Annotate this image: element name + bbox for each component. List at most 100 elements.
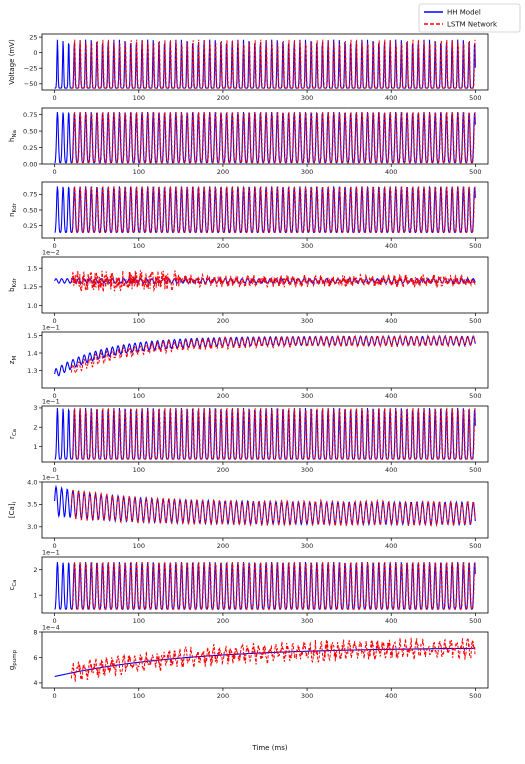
y-tick-label: 4 xyxy=(33,679,37,687)
y-tick-label: 1.5 xyxy=(27,265,37,273)
x-axis-label: Time (ms) xyxy=(251,744,288,752)
x-tick-label: 200 xyxy=(217,168,229,176)
plot-area xyxy=(54,186,476,234)
y-tick-label: 0.75 xyxy=(23,111,37,119)
x-tick-label: 300 xyxy=(301,94,313,102)
y-tick-label: 2 xyxy=(33,566,37,574)
series-lstm-network xyxy=(71,111,476,164)
legend-label-lstm: LSTM Network xyxy=(447,21,498,29)
panel-9: 8 6 4 0 100 200 300 400 500 1e−4 gpump xyxy=(8,624,489,700)
legend-label-hh: HH Model xyxy=(447,9,481,17)
x-tick-label: 500 xyxy=(469,692,481,700)
x-tick-label: 300 xyxy=(301,542,313,550)
x-tick-label: 0 xyxy=(53,466,57,474)
x-tick-label: 0 xyxy=(53,242,57,250)
x-tick-label: 300 xyxy=(301,317,313,325)
plot-area xyxy=(54,269,476,293)
panel-5: 1.5 1.4 1.3 0 100 200 300 400 500 1e−1 zM xyxy=(8,324,489,400)
x-tick-label: 400 xyxy=(385,392,397,400)
x-tick-label: 100 xyxy=(133,168,145,176)
x-tick-label: 200 xyxy=(217,242,229,250)
x-tick-label: 400 xyxy=(385,317,397,325)
panel-3: 0.75 0.50 0.25 0 100 200 300 400 500 nKdr xyxy=(8,181,489,250)
y-tick-label: 1.5 xyxy=(27,332,37,340)
series-lstm-network xyxy=(71,489,476,528)
x-tick-label: 400 xyxy=(385,168,397,176)
x-tick-label: 300 xyxy=(301,692,313,700)
panel-6: 3 2 1 0 100 200 300 400 500 1e−1 rCa xyxy=(8,398,489,474)
axis-scale-label: 1e−1 xyxy=(42,398,60,406)
x-tick-label: 100 xyxy=(133,542,145,550)
panel-7: 4.0 3.5 3.0 0 100 200 300 400 500 1e−1 [Ca]i xyxy=(8,474,489,550)
x-tick-label: 400 xyxy=(385,542,397,550)
y-axis-label: gpump xyxy=(8,649,18,670)
y-tick-label: 0.50 xyxy=(23,206,37,214)
y-tick-label: 8 xyxy=(33,628,37,636)
x-tick-label: 400 xyxy=(385,94,397,102)
y-tick-label: −25 xyxy=(24,65,38,73)
x-tick-label: 100 xyxy=(133,242,145,250)
x-tick-label: 300 xyxy=(301,168,313,176)
panel-4: 1.5 1.25 1.0 0 100 200 300 400 500 1e−2 bKdr xyxy=(8,249,489,325)
x-tick-label: 200 xyxy=(217,94,229,102)
x-tick-label: 100 xyxy=(133,94,145,102)
y-tick-label: 0.25 xyxy=(23,222,37,230)
plot-area xyxy=(54,39,476,89)
x-tick-label: 100 xyxy=(133,617,145,625)
y-tick-label: 0.50 xyxy=(23,127,37,135)
x-tick-label: 300 xyxy=(301,466,313,474)
x-tick-label: 200 xyxy=(217,317,229,325)
x-tick-label: 300 xyxy=(301,392,313,400)
axes-frame xyxy=(41,556,489,614)
axes-frame xyxy=(41,107,489,165)
panel-2: 0.75 0.50 0.25 0.00 0 100 200 300 400 500 hNa xyxy=(8,107,489,176)
y-axis-label: nKdr xyxy=(8,202,18,217)
x-tick-label: 400 xyxy=(385,242,397,250)
axis-scale-label: 1e−1 xyxy=(42,324,60,332)
x-tick-label: 100 xyxy=(133,317,145,325)
y-tick-label: 1 xyxy=(33,591,37,599)
plot-area xyxy=(54,561,476,610)
x-tick-label: 200 xyxy=(217,392,229,400)
series-lstm-network xyxy=(71,39,476,89)
y-tick-label: 25 xyxy=(29,33,37,41)
y-axis-label: bKdr xyxy=(8,277,18,292)
x-tick-label: 200 xyxy=(217,617,229,625)
y-tick-label: 1.25 xyxy=(23,283,37,291)
y-axis-label: rCa xyxy=(8,429,18,439)
x-tick-label: 500 xyxy=(469,617,481,625)
x-tick-label: 500 xyxy=(469,242,481,250)
y-axis-label: cCa xyxy=(8,579,18,590)
x-tick-label: 0 xyxy=(53,94,57,102)
x-tick-label: 500 xyxy=(469,94,481,102)
x-tick-label: 300 xyxy=(301,617,313,625)
plot-area xyxy=(54,407,476,460)
panel-1: 25 0 −25 −50 0 100 200 300 400 500 Voltage (mV) xyxy=(8,33,489,102)
x-tick-label: 0 xyxy=(53,168,57,176)
plot-area xyxy=(54,333,476,377)
y-tick-label: −50 xyxy=(24,80,38,88)
y-tick-label: 1.4 xyxy=(27,349,37,357)
axis-scale-label: 1e−4 xyxy=(42,624,60,632)
axes-frame xyxy=(41,631,489,689)
y-tick-label: 2 xyxy=(33,424,37,432)
x-tick-label: 0 xyxy=(53,542,57,550)
panel-8: 2 1 0 100 200 300 400 500 1e−1 cCa xyxy=(8,549,489,625)
plot-area xyxy=(54,637,476,682)
series-lstm-network xyxy=(71,407,476,460)
y-axis-label: zM xyxy=(8,356,18,365)
series-lstm-network xyxy=(71,269,476,293)
series-lstm-network xyxy=(71,637,476,682)
legend-box xyxy=(418,3,521,33)
x-tick-label: 200 xyxy=(217,692,229,700)
axis-scale-label: 1e−2 xyxy=(42,249,60,257)
x-tick-label: 300 xyxy=(301,242,313,250)
x-tick-label: 100 xyxy=(133,692,145,700)
y-tick-label: 0.75 xyxy=(23,191,37,199)
series-hh-model xyxy=(54,335,476,377)
plot-area xyxy=(54,484,476,528)
series-lstm-network xyxy=(71,562,476,610)
x-tick-label: 500 xyxy=(469,168,481,176)
